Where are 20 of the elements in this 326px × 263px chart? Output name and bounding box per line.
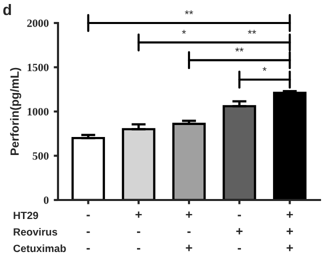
text: Reovirus	[14, 228, 58, 236]
category-label: + - -	[135, 211, 142, 250]
annotation: *	[182, 30, 186, 34]
text: **	[184, 10, 194, 14]
y-tick-label: 500	[32, 152, 49, 160]
y-tick-label: 2000	[27, 19, 49, 27]
annotation: **	[248, 30, 256, 34]
y-axis-title: Perforin(pg/mL)	[10, 68, 22, 155]
text: Cetuximab	[13, 244, 66, 252]
x-tick-label: + + +	[286, 211, 293, 252]
y-tick-label: 0	[44, 196, 49, 204]
y-tick-label: 1000	[28, 108, 49, 116]
x-tick-label: - + -	[236, 214, 243, 250]
y-tick-label: 1500	[28, 64, 49, 72]
text: HT29	[14, 212, 38, 220]
x-tick-label: + - +	[186, 211, 192, 252]
chart-title: d	[3, 4, 11, 16]
annotation: **	[235, 48, 244, 52]
category-label: - - -	[86, 214, 90, 250]
annotation: *	[262, 67, 267, 71]
